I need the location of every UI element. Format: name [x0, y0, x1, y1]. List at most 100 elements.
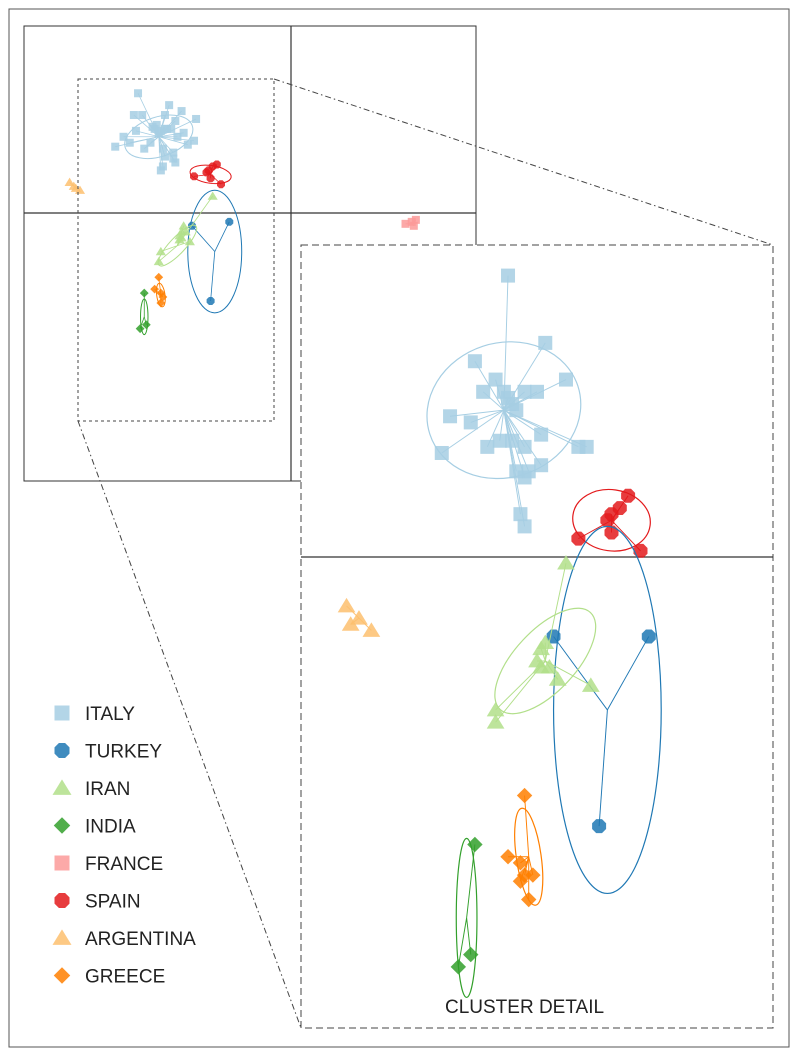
greece-point [512, 873, 529, 889]
italy-point [434, 445, 449, 460]
turkey-spoke [191, 225, 216, 252]
cluster-argentina [337, 597, 381, 637]
legend-item-iran: IRAN [52, 779, 130, 800]
legend-label-france: FRANCE [85, 854, 163, 875]
france-point [401, 219, 410, 228]
greece-point [512, 855, 529, 871]
italy-point [467, 354, 482, 369]
italy-point [169, 148, 178, 157]
turkey-spoke [214, 221, 230, 252]
italy-point [513, 507, 528, 522]
iran-point [207, 191, 218, 200]
spain-point [206, 174, 215, 183]
italy-point [534, 427, 549, 442]
iran-point [548, 671, 567, 686]
argentina-point [74, 185, 86, 194]
italy-point [179, 128, 188, 137]
iran-point [540, 659, 559, 674]
italy-point [517, 439, 532, 454]
greece-ellipse [514, 807, 544, 906]
legend-marker-argentina [52, 929, 72, 945]
iran-ellipse [157, 224, 198, 267]
italy-point [171, 116, 180, 125]
cluster-iran [486, 555, 600, 729]
spain-point [212, 160, 221, 169]
italy-point [534, 458, 549, 473]
italy-point [125, 138, 134, 147]
italy-point [501, 268, 516, 283]
iran-point [180, 227, 191, 236]
india-ellipse [455, 837, 478, 999]
italy-point [463, 415, 478, 430]
legend-marker-greece [53, 967, 71, 984]
zoom-region-box [77, 78, 275, 422]
spain-point [604, 525, 619, 540]
cluster-spain [571, 488, 651, 558]
detail-label: CLUSTER DETAIL [445, 997, 604, 1018]
italy-point [131, 126, 140, 135]
italy-point [134, 89, 143, 98]
legend-item-argentina: ARGENTINA [52, 929, 196, 950]
italy-point [190, 136, 199, 145]
legend-item-italy: ITALY [54, 704, 135, 725]
iran-point [184, 237, 195, 246]
italy-point [558, 372, 573, 387]
iran-point [557, 555, 575, 570]
iran-point [532, 640, 550, 656]
italy-point [443, 409, 458, 424]
india-spoke [466, 844, 476, 918]
italy-point [192, 114, 201, 123]
italy-point [530, 384, 544, 399]
greece-spoke [524, 795, 530, 857]
italy-point [156, 166, 165, 175]
spain-point [612, 501, 627, 515]
turkey-point [592, 819, 607, 834]
italy-point [152, 120, 161, 129]
greece-point [521, 891, 537, 908]
italy-point [517, 384, 532, 399]
india-spoke [457, 917, 468, 967]
legend-item-spain: SPAIN [54, 892, 141, 913]
italy-point [160, 152, 169, 161]
greece-point [516, 787, 533, 804]
india-point [139, 288, 149, 298]
italy-point [173, 132, 182, 141]
italy-point [146, 138, 155, 147]
italy-point [505, 433, 520, 448]
legend-label-italy: ITALY [85, 704, 135, 725]
cluster-india [450, 836, 483, 999]
italy-spoke [449, 409, 504, 417]
italy-point [129, 111, 138, 120]
cluster-spain [189, 160, 232, 189]
iran-point [178, 221, 189, 230]
cluster-italy [426, 268, 594, 534]
india-point [450, 959, 467, 975]
legend-label-india: INDIA [85, 817, 136, 838]
italy-point [476, 384, 491, 399]
italy-point [509, 403, 524, 418]
cluster-india [135, 288, 151, 336]
legend-label-greece: GREECE [85, 967, 165, 988]
legend-marker-france [54, 855, 70, 871]
spain-ellipse [572, 488, 651, 552]
iran-point [176, 233, 187, 242]
cluster-greece [150, 272, 168, 308]
iran-spoke [158, 245, 178, 262]
turkey-point [641, 629, 656, 644]
turkey-spoke [598, 709, 608, 827]
legend: ITALY TURKEY IRAN INDIA FRANCE SPAIN ARGENTINA… [52, 704, 196, 988]
legend-label-spain: SPAIN [85, 892, 141, 913]
turkey-ellipse [187, 189, 243, 314]
italy-spoke [133, 114, 160, 138]
cluster-france [401, 215, 420, 230]
italy-point [167, 124, 176, 133]
india-point [467, 836, 483, 853]
legend-item-france: FRANCE [54, 854, 163, 875]
turkey-spoke [210, 251, 216, 302]
legend-marker-turkey [54, 743, 70, 758]
overview-plot-area [64, 89, 420, 336]
legend-label-turkey: TURKEY [85, 742, 162, 763]
italy-point [183, 140, 192, 149]
italy-point [169, 154, 178, 163]
detail-frame [300, 244, 774, 1029]
